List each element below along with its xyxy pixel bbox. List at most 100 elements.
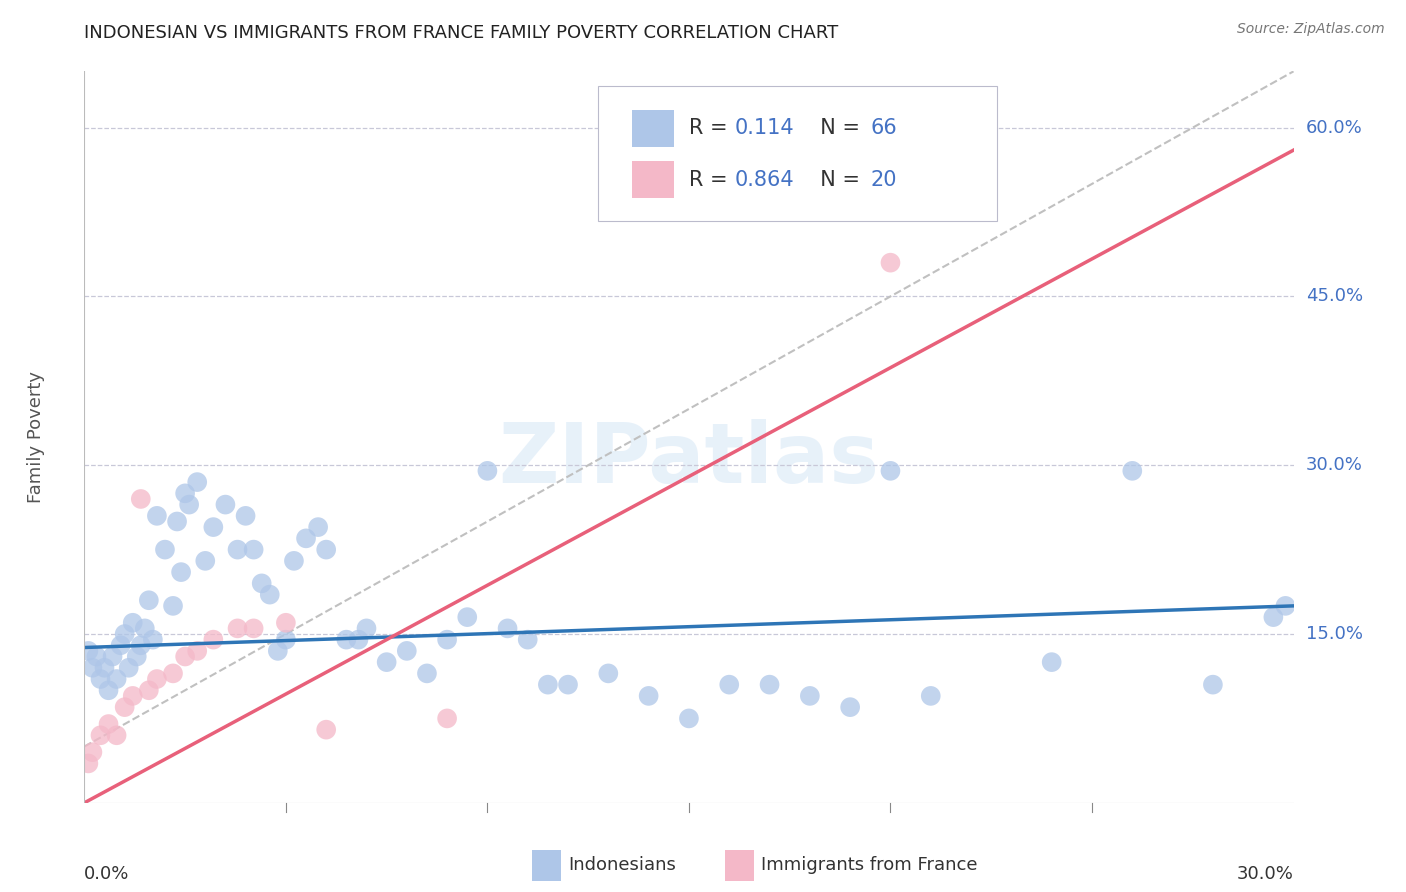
Point — [186, 475, 208, 489]
Point — [101, 649, 124, 664]
Point — [235, 508, 257, 523]
Text: N =: N = — [807, 169, 868, 190]
Point — [105, 728, 128, 742]
Point — [110, 638, 132, 652]
Text: Immigrants from France: Immigrants from France — [762, 856, 979, 874]
Point — [146, 672, 169, 686]
Point — [335, 632, 357, 647]
Point — [138, 593, 160, 607]
Point — [138, 683, 160, 698]
Point — [89, 672, 111, 686]
Point — [1274, 599, 1296, 613]
Point — [174, 486, 197, 500]
Point — [226, 621, 249, 635]
Text: Indonesians: Indonesians — [568, 856, 676, 874]
Point — [516, 632, 538, 647]
Point — [186, 644, 208, 658]
Text: 20: 20 — [870, 169, 897, 190]
Point — [436, 711, 458, 725]
Point — [598, 666, 620, 681]
Point — [125, 649, 148, 664]
Text: ZIPatlas: ZIPatlas — [499, 418, 879, 500]
Point — [121, 615, 143, 630]
Text: N =: N = — [807, 119, 868, 138]
Point — [274, 632, 297, 647]
Point — [121, 689, 143, 703]
Text: 45.0%: 45.0% — [1306, 287, 1362, 305]
Text: 30.0%: 30.0% — [1306, 456, 1362, 475]
Point — [105, 672, 128, 686]
Point — [89, 728, 111, 742]
Point — [1202, 678, 1225, 692]
Point — [162, 666, 184, 681]
Point — [347, 632, 370, 647]
Text: 15.0%: 15.0% — [1306, 625, 1362, 643]
Point — [82, 745, 104, 759]
Point — [267, 644, 290, 658]
Point — [416, 666, 439, 681]
Point — [174, 649, 197, 664]
Point — [395, 644, 418, 658]
Point — [166, 515, 188, 529]
Point — [920, 689, 942, 703]
Text: R =: R = — [689, 169, 734, 190]
Bar — [633, 161, 675, 198]
Point — [879, 464, 901, 478]
Point — [170, 565, 193, 579]
Text: 0.0%: 0.0% — [84, 864, 129, 883]
Point — [118, 661, 141, 675]
Text: 0.864: 0.864 — [735, 169, 794, 190]
Point — [114, 627, 136, 641]
Text: 60.0%: 60.0% — [1306, 119, 1362, 136]
Text: 30.0%: 30.0% — [1237, 864, 1294, 883]
Text: Family Poverty: Family Poverty — [27, 371, 45, 503]
Point — [436, 632, 458, 647]
Point — [356, 621, 378, 635]
Point — [879, 255, 901, 269]
Point — [77, 756, 100, 771]
Point — [179, 498, 201, 512]
Point — [202, 632, 225, 647]
Text: INDONESIAN VS IMMIGRANTS FROM FRANCE FAMILY POVERTY CORRELATION CHART: INDONESIAN VS IMMIGRANTS FROM FRANCE FAM… — [84, 24, 838, 42]
Point — [718, 678, 741, 692]
Point — [134, 621, 156, 635]
Point — [537, 678, 560, 692]
Point — [678, 711, 700, 725]
Point — [259, 588, 281, 602]
Text: 66: 66 — [870, 119, 897, 138]
Point — [129, 491, 152, 506]
Point — [86, 649, 108, 664]
Point — [1263, 610, 1285, 624]
Point — [375, 655, 398, 669]
FancyBboxPatch shape — [599, 86, 997, 221]
Point — [557, 678, 579, 692]
Point — [242, 621, 264, 635]
Point — [1040, 655, 1063, 669]
Point — [146, 508, 169, 523]
Point — [295, 532, 318, 546]
Text: Source: ZipAtlas.com: Source: ZipAtlas.com — [1237, 22, 1385, 37]
Point — [456, 610, 478, 624]
Bar — [531, 850, 561, 881]
Point — [496, 621, 519, 635]
Text: R =: R = — [689, 119, 734, 138]
Point — [799, 689, 821, 703]
Point — [153, 542, 176, 557]
Point — [93, 661, 115, 675]
Point — [307, 520, 329, 534]
Point — [758, 678, 780, 692]
Text: 0.114: 0.114 — [735, 119, 794, 138]
Point — [226, 542, 249, 557]
Point — [142, 632, 165, 647]
Point — [637, 689, 659, 703]
Point — [97, 717, 120, 731]
Point — [82, 661, 104, 675]
Point — [194, 554, 217, 568]
Point — [97, 683, 120, 698]
Bar — [725, 850, 754, 881]
Point — [839, 700, 862, 714]
Point — [242, 542, 264, 557]
Point — [283, 554, 305, 568]
Point — [315, 542, 337, 557]
Point — [274, 615, 297, 630]
